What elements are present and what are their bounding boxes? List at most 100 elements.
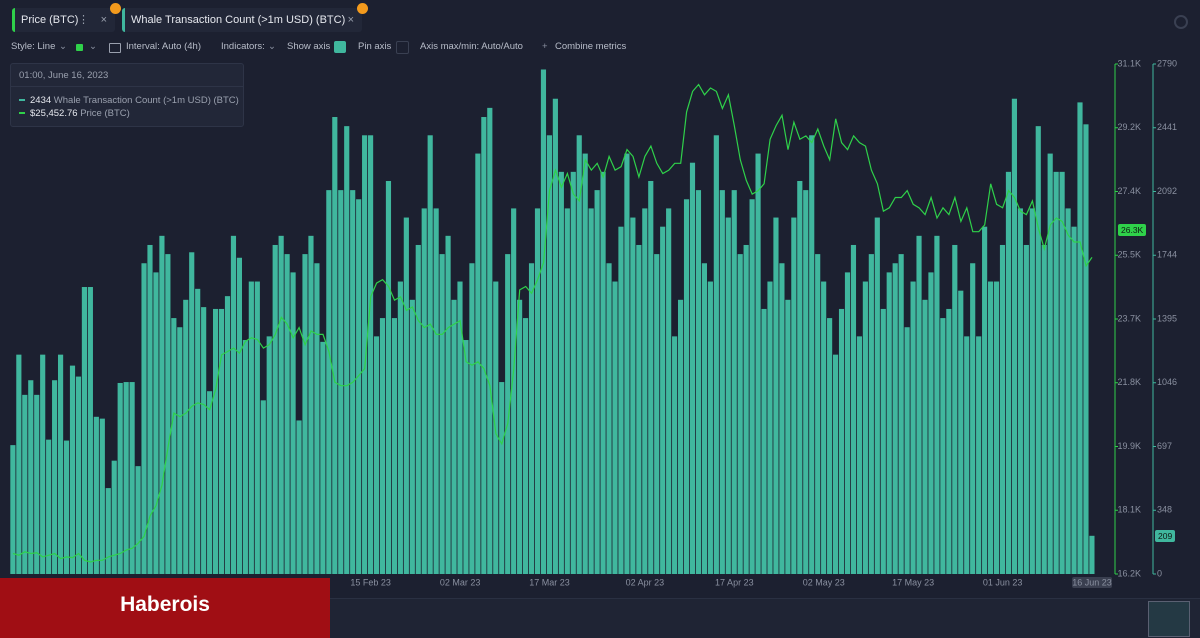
bar (850, 244, 857, 574)
bar (898, 254, 904, 574)
x-tick-label: 17 Mar 23 (529, 577, 570, 587)
bar (570, 171, 576, 574)
bar (117, 382, 123, 574)
bar (540, 69, 547, 574)
bar (952, 244, 958, 574)
bar (439, 254, 445, 574)
btc-icon (110, 3, 121, 14)
close-icon[interactable]: × (100, 14, 107, 26)
bar (910, 281, 916, 574)
bar (93, 416, 99, 574)
bar (737, 254, 743, 574)
bar (940, 318, 946, 574)
bar (28, 380, 34, 574)
bar (767, 281, 773, 574)
bar (362, 135, 368, 574)
bar (999, 244, 1006, 574)
bar (1041, 244, 1047, 574)
bar (1011, 98, 1017, 574)
bar (499, 382, 505, 574)
bar (463, 340, 469, 574)
menu-icon[interactable]: ⋮ (78, 14, 89, 26)
bar (505, 254, 511, 574)
bar (576, 135, 582, 574)
combine-button[interactable]: Combine metrics (555, 41, 627, 52)
price-line (12, 83, 1093, 563)
calendar-icon (109, 43, 121, 53)
navigator[interactable] (330, 598, 1200, 638)
bar (493, 281, 499, 574)
y2-tick-label: 16.2K (1117, 568, 1141, 578)
bar (522, 318, 529, 574)
bar (451, 299, 457, 574)
bar (821, 281, 827, 574)
bar (230, 235, 237, 575)
bar (34, 394, 40, 574)
caret: ⌄ (59, 41, 67, 52)
bar (832, 354, 839, 574)
bar (618, 226, 624, 574)
tooltip-row: 2434 Whale Transaction Count (>1m USD) (… (19, 95, 239, 106)
bar (606, 263, 612, 574)
color-swatch[interactable] (76, 44, 83, 51)
style-dropdown[interactable]: Style: Line (11, 41, 56, 52)
bar (165, 254, 171, 574)
y2-tick-label: 19.9K (1117, 441, 1141, 451)
indicators-dropdown[interactable]: Indicators: (221, 41, 265, 52)
menu-icon[interactable]: ⋮ (325, 14, 336, 26)
y-tick-label: 348 (1157, 505, 1172, 515)
bar (10, 445, 16, 574)
bar (46, 439, 52, 574)
bar (528, 263, 535, 574)
bar (862, 281, 868, 574)
show-axis-checkbox[interactable] (334, 41, 346, 53)
tooltip: 01:00, June 16, 2023 2434 Whale Transact… (10, 63, 244, 127)
bar (379, 318, 386, 574)
y2-tick-label: 29.2K (1117, 122, 1141, 132)
bar (976, 336, 982, 574)
show-axis-label: Show axis (287, 41, 331, 52)
bar (242, 340, 248, 574)
tab[interactable]: Price (BTC) ⋮ × (12, 3, 121, 32)
bar (815, 254, 821, 574)
y2-tick-label: 27.4K (1117, 186, 1141, 196)
banner: Haberois (0, 578, 330, 638)
bar (224, 296, 231, 574)
bar (105, 488, 111, 574)
bar (791, 217, 797, 574)
bar (171, 318, 177, 574)
bar (63, 440, 70, 574)
navigator-window[interactable] (1148, 601, 1190, 637)
interval-dropdown[interactable]: Interval: Auto (4h) (126, 41, 201, 52)
x-tick-label: 02 Mar 23 (440, 577, 481, 587)
bar (159, 235, 165, 575)
bar (1023, 244, 1029, 574)
btc-icon (357, 3, 368, 14)
axis-dropdown[interactable]: Axis max/min: Auto/Auto (420, 41, 523, 52)
x-tick-label: 02 Apr 23 (626, 577, 665, 587)
close-icon[interactable]: × (347, 14, 354, 26)
bar (803, 190, 809, 574)
bar (57, 354, 64, 574)
y2-tick-label: 31.1K (1117, 58, 1141, 68)
bar (552, 98, 558, 574)
bar (427, 135, 433, 574)
bar (445, 235, 451, 575)
bar (22, 394, 28, 574)
bar (218, 308, 225, 574)
bar (612, 281, 618, 574)
bar (797, 180, 803, 574)
pin-axis-checkbox[interactable] (396, 41, 409, 54)
bar (123, 382, 129, 574)
bar (99, 418, 105, 574)
bar (266, 336, 272, 574)
bar (666, 208, 672, 574)
bar (260, 400, 266, 574)
bar (809, 135, 815, 574)
bar (987, 281, 994, 574)
x-tick-label: 16 Jun 23 (1072, 577, 1112, 587)
bar (278, 235, 284, 575)
tab[interactable]: Whale Transaction Count (>1m USD) (BTC) ⋮… (122, 3, 368, 32)
bar (588, 208, 594, 574)
bar (433, 208, 439, 574)
